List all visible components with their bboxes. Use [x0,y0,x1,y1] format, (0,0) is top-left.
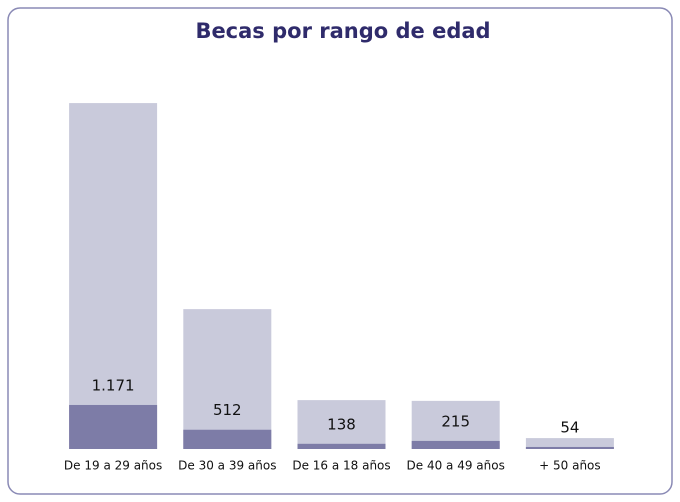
value-label: 1.171 [92,376,135,394]
value-label: 138 [327,415,356,433]
x-tick-label: De 30 a 39 años [178,459,276,473]
bar [183,309,272,449]
bar [525,438,614,449]
chart-frame [7,7,673,495]
bar [297,400,386,449]
x-tick-label: De 40 a 49 años [407,459,505,473]
bar [411,440,500,449]
bar [69,404,158,449]
x-tick-label: De 16 a 18 años [292,459,390,473]
bar [297,443,386,449]
x-tick-label: De 19 a 29 años [64,459,162,473]
x-tick-label: + 50 años [539,459,601,473]
value-label: 512 [213,401,242,419]
plot-area: 1.171 De 19 a 29 años 512 De 30 a 39 años 13… [64,103,614,473]
chart-title: Becas por rango de edad [195,19,490,43]
value-label: 215 [441,412,470,430]
bar [69,103,158,449]
bar [183,429,272,449]
bar [525,446,614,449]
value-label: 54 [560,418,579,436]
